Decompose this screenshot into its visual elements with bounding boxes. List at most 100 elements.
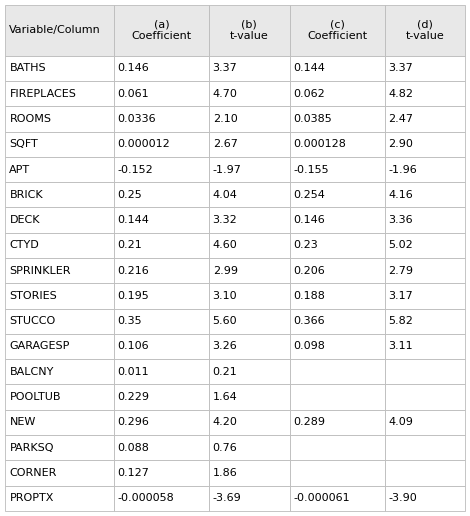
Text: 5.60: 5.60 (212, 316, 237, 326)
Text: -3.69: -3.69 (212, 493, 242, 503)
Text: 4.60: 4.60 (212, 240, 237, 250)
Bar (290, 435, 384, 460)
Bar (5, 359, 114, 384)
Bar (114, 258, 209, 283)
Text: (a)
Coefficient: (a) Coefficient (131, 20, 191, 41)
Bar (114, 182, 209, 207)
Bar (209, 309, 290, 334)
Text: NEW: NEW (9, 417, 36, 427)
Text: -0.000061: -0.000061 (293, 493, 350, 503)
Text: 3.37: 3.37 (212, 63, 237, 73)
Bar (114, 81, 209, 106)
Bar (5, 486, 114, 511)
Text: 0.229: 0.229 (118, 392, 149, 402)
Bar (384, 460, 465, 486)
Bar (209, 81, 290, 106)
Bar (384, 207, 465, 233)
Bar (384, 81, 465, 106)
Bar (209, 132, 290, 157)
Bar (384, 486, 465, 511)
Text: -0.000058: -0.000058 (118, 493, 174, 503)
Text: -0.155: -0.155 (293, 165, 329, 174)
Text: BALCNY: BALCNY (9, 367, 54, 377)
Bar (114, 334, 209, 359)
Text: 0.35: 0.35 (118, 316, 142, 326)
Bar (384, 233, 465, 258)
Text: 4.70: 4.70 (212, 89, 237, 99)
Bar (114, 207, 209, 233)
Text: 0.127: 0.127 (118, 468, 149, 478)
Text: BATHS: BATHS (9, 63, 46, 73)
Bar (209, 157, 290, 182)
Text: 0.21: 0.21 (212, 367, 237, 377)
Bar (209, 207, 290, 233)
Bar (290, 81, 384, 106)
Text: 0.098: 0.098 (293, 342, 325, 351)
Bar (384, 132, 465, 157)
Bar (5, 309, 114, 334)
Bar (5, 384, 114, 410)
Bar (114, 435, 209, 460)
Text: 3.10: 3.10 (212, 291, 237, 301)
Bar (384, 309, 465, 334)
Text: 0.25: 0.25 (118, 190, 142, 200)
Text: SPRINKLER: SPRINKLER (9, 266, 71, 276)
Bar (290, 460, 384, 486)
Bar (384, 5, 465, 56)
Bar (290, 5, 384, 56)
Bar (209, 460, 290, 486)
Text: 2.90: 2.90 (388, 139, 413, 149)
Text: 0.21: 0.21 (118, 240, 142, 250)
Text: 0.061: 0.061 (118, 89, 149, 99)
Text: 3.26: 3.26 (212, 342, 237, 351)
Bar (290, 309, 384, 334)
Bar (209, 5, 290, 56)
Text: -3.90: -3.90 (388, 493, 417, 503)
Bar (209, 384, 290, 410)
Text: PROPTX: PROPTX (9, 493, 54, 503)
Bar (209, 435, 290, 460)
Bar (209, 410, 290, 435)
Text: POOLTUB: POOLTUB (9, 392, 61, 402)
Text: 0.144: 0.144 (293, 63, 325, 73)
Bar (290, 157, 384, 182)
Bar (290, 359, 384, 384)
Bar (384, 435, 465, 460)
Bar (209, 258, 290, 283)
Bar (114, 384, 209, 410)
Text: 0.216: 0.216 (118, 266, 149, 276)
Text: CORNER: CORNER (9, 468, 57, 478)
Text: 0.144: 0.144 (118, 215, 149, 225)
Bar (5, 207, 114, 233)
Text: 0.206: 0.206 (293, 266, 325, 276)
Text: FIREPLACES: FIREPLACES (9, 89, 76, 99)
Bar (384, 410, 465, 435)
Bar (5, 233, 114, 258)
Bar (290, 56, 384, 81)
Text: 0.062: 0.062 (293, 89, 325, 99)
Bar (5, 283, 114, 309)
Text: 2.79: 2.79 (388, 266, 413, 276)
Text: 0.0336: 0.0336 (118, 114, 157, 124)
Text: 0.088: 0.088 (118, 443, 149, 453)
Bar (290, 182, 384, 207)
Bar (290, 233, 384, 258)
Text: 3.36: 3.36 (388, 215, 413, 225)
Text: (c)
Coefficient: (c) Coefficient (307, 20, 367, 41)
Text: 3.17: 3.17 (388, 291, 413, 301)
Bar (209, 182, 290, 207)
Bar (290, 207, 384, 233)
Bar (5, 334, 114, 359)
Text: 1.64: 1.64 (212, 392, 237, 402)
Bar (384, 283, 465, 309)
Text: 2.67: 2.67 (212, 139, 237, 149)
Bar (5, 410, 114, 435)
Bar (5, 132, 114, 157)
Bar (290, 258, 384, 283)
Bar (114, 106, 209, 132)
Bar (5, 258, 114, 283)
Text: 0.188: 0.188 (293, 291, 325, 301)
Text: 2.99: 2.99 (212, 266, 238, 276)
Text: SQFT: SQFT (9, 139, 38, 149)
Bar (5, 5, 114, 56)
